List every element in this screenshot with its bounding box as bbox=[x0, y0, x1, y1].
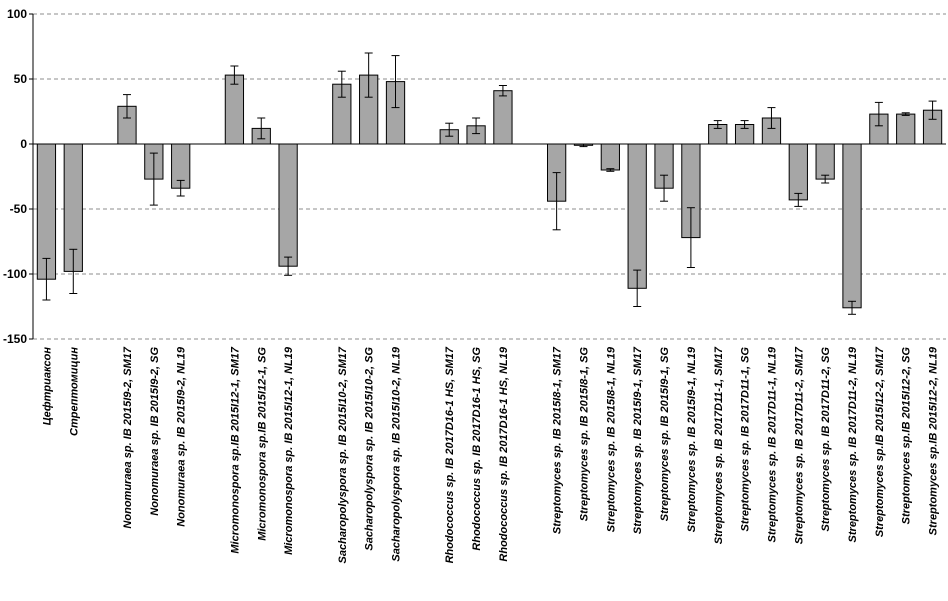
x-tick-label: Streptomyces sp. IB 2015I9-1, NL19 bbox=[686, 346, 698, 532]
x-tick-label: Sacharopolyspora sp. IB 2015I10-2, NL19 bbox=[391, 346, 403, 561]
x-tick-label: Streptomyces sp. IB 2015I9-1, SG bbox=[659, 347, 671, 522]
bar bbox=[842, 143, 862, 309]
x-tick-label: Streptomyces sp. IB 2017D11-2, SM17 bbox=[793, 346, 805, 544]
x-tick-label: Streptomyces sp.IB 2015I12-2, NL19 bbox=[928, 346, 940, 535]
bar bbox=[493, 90, 513, 145]
x-tick-label: Streptomyces sp. IB 2017D11-1, SG bbox=[740, 347, 752, 532]
x-tick-label: Sacharopolyspora sp. IB 2015I10-2, SM17 bbox=[337, 346, 349, 563]
x-tick-label: Streptomyces sp. IB 2015I8-1, SG bbox=[578, 347, 590, 522]
y-tick-label: 0 bbox=[20, 137, 27, 151]
bar bbox=[815, 143, 835, 180]
x-tick-label: Nonomuraea sp. IB 2015I9-2, SM17 bbox=[122, 346, 134, 528]
x-tick-label: Streptomyces sp.IB 2015I12-2, SM17 bbox=[874, 346, 886, 537]
x-tick-label: Micromonospora sp.IB 2015I12-1, SM17 bbox=[229, 346, 241, 554]
bar bbox=[788, 143, 808, 201]
x-tick-label: Micromonospora sp.IB 2015I12-1, SG bbox=[256, 347, 268, 541]
gridlines bbox=[33, 13, 946, 340]
x-tick-label: Nonomuraea sp. IB 2015I9-2, SG bbox=[149, 347, 161, 516]
y-tick-labels: 100 50 0 -50 -100 -150 bbox=[3, 7, 27, 346]
error-bars bbox=[42, 52, 937, 315]
bar bbox=[224, 74, 245, 145]
bar bbox=[600, 143, 620, 171]
y-tick-label: -150 bbox=[3, 332, 27, 346]
x-tick-label: Streptomyces sp. IB 2017D11-2, SG bbox=[820, 347, 832, 532]
x-tick-label: Streptomyces sp. IB 2017D11-1, SM17 bbox=[713, 346, 725, 544]
bar bbox=[278, 143, 298, 267]
x-tick-label: Стрептомицин bbox=[68, 347, 80, 436]
x-tick-label: Streptomyces sp. IB 2015I8-1, SM17 bbox=[552, 346, 564, 534]
x-tick-label: Streptomyces sp. IB 2017D11-1, NL19 bbox=[766, 346, 778, 542]
bar bbox=[896, 113, 916, 145]
y-tick-label: -50 bbox=[10, 202, 28, 216]
x-tick-label: Nonomuraea sp. IB 2015I9-2, NL19 bbox=[176, 346, 188, 527]
bars bbox=[36, 74, 943, 309]
x-tick-label: Sacharopolyspora sp. IB 2015I10-2, SG bbox=[364, 347, 376, 551]
x-tick-label: Rhodococcus sp. IB 2017D16-1 HS, NL19 bbox=[498, 346, 510, 561]
x-tick-label: Streptomyces sp. IB 2015I9-1, SM17 bbox=[632, 346, 644, 534]
y-tick-label: 100 bbox=[7, 7, 27, 21]
y-tick-label: 50 bbox=[14, 72, 28, 86]
x-tick-label: Rhodococcus sp. IB 2017D16-1 HS, SG bbox=[471, 347, 483, 551]
x-tick-labels: Цефтриаксон Стрептомицин Nonomuraea sp. IB… bbox=[41, 346, 939, 563]
x-tick-label: Rhodococcus sp. IB 2017D16-1 HS, SM17 bbox=[444, 346, 456, 563]
x-tick-label: Streptomyces sp. IB 2015I8-1, NL19 bbox=[605, 346, 617, 532]
axes bbox=[29, 13, 946, 340]
x-tick-label: Micromonospora sp. IB 2015I12-1, NL19 bbox=[283, 346, 295, 555]
x-tick-label: Streptomyces sp.IB 2015I12-2, SG bbox=[901, 347, 913, 525]
y-tick-label: -100 bbox=[3, 267, 27, 281]
x-tick-label: Цефтриаксон bbox=[41, 347, 53, 426]
x-tick-label: Streptomyces sp. IB 2017D11-2, NL19 bbox=[847, 346, 859, 542]
bar bbox=[627, 143, 647, 289]
